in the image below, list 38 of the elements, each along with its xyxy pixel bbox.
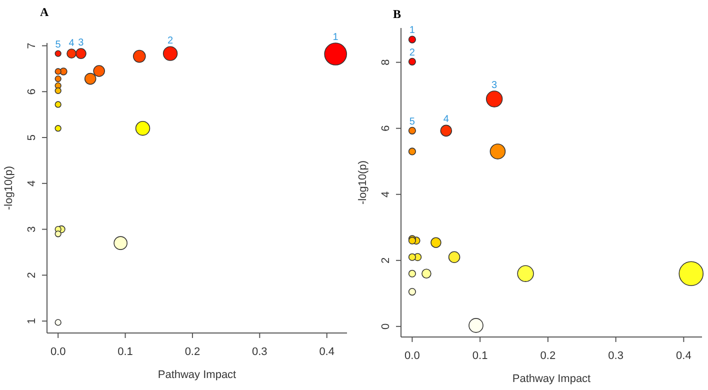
x-tick-label: 0.1: [472, 350, 488, 362]
annotation: 3: [78, 38, 84, 49]
y-tick-label: 4: [380, 191, 392, 198]
x-tick-label: 0.3: [252, 346, 268, 358]
y-axis-title: -log10(p): [3, 166, 15, 210]
y-axis-title: -log10(p): [357, 160, 369, 205]
x-tick-label: 0.2: [540, 350, 556, 362]
x-tick-label: 0.0: [50, 346, 66, 358]
y-tick-label: 6: [26, 88, 38, 95]
y-tick-label: 4: [26, 180, 38, 186]
x-tick-label: 0.4: [676, 350, 692, 362]
y-tick-label: 6: [380, 125, 392, 132]
y-tick-label: 2: [26, 272, 38, 278]
annotation: 2: [168, 36, 174, 47]
annotation: 5: [409, 116, 416, 128]
chart-title: B: [393, 7, 402, 21]
x-tick-label: 0.0: [404, 350, 420, 362]
y-tick-label: 0: [380, 323, 392, 330]
y-tick-label: 8: [380, 59, 392, 66]
annotation: 4: [443, 114, 450, 126]
annotation: 5: [55, 40, 62, 51]
y-tick-label: 2: [380, 257, 392, 264]
y-tick-label: 7: [26, 42, 38, 49]
y-tick-label: 5: [26, 134, 38, 141]
x-tick-label: 0.2: [184, 346, 200, 358]
x-tick-label: 0.4: [319, 346, 334, 358]
x-tick-label: 0.1: [118, 346, 133, 358]
annotation: 4: [68, 38, 75, 50]
annotation: 1: [332, 32, 339, 44]
annotation: 3: [492, 80, 498, 92]
x-axis-title: Pathway Impact: [512, 373, 591, 385]
chart-title: A: [40, 5, 49, 19]
annotation: 2: [409, 47, 416, 58]
y-tick-label: 3: [26, 226, 38, 232]
annotation: 1: [409, 25, 416, 36]
x-axis-title: Pathway Impact: [158, 369, 236, 381]
x-tick-label: 0.3: [608, 350, 624, 362]
y-tick-label: 1: [26, 318, 38, 324]
